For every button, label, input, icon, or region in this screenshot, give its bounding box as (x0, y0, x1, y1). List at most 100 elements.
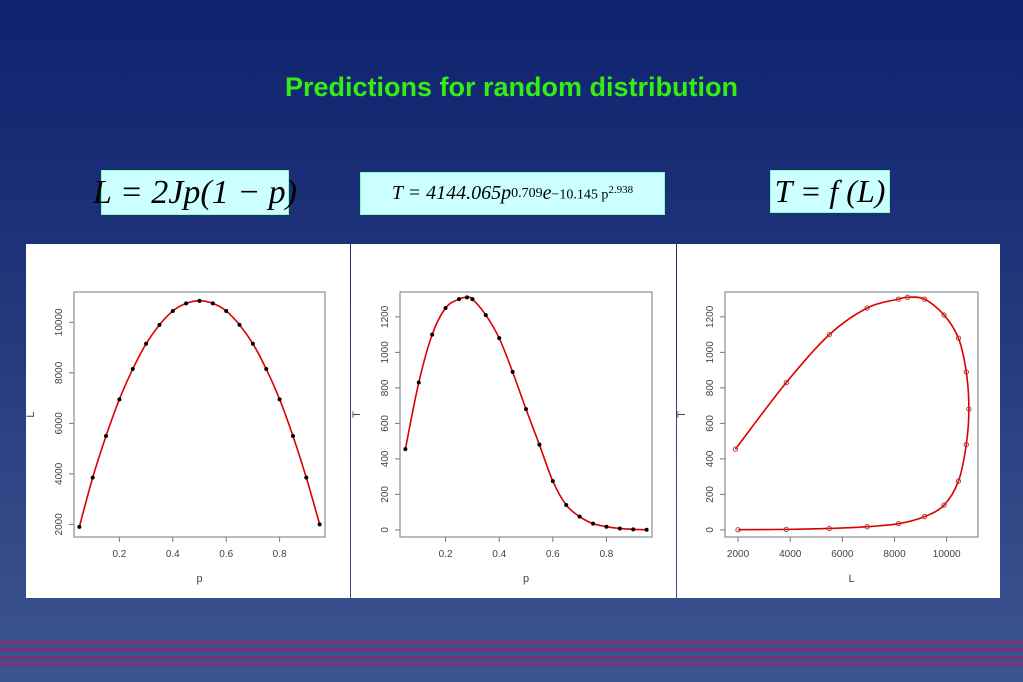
plot-panel-T-vs-p (351, 244, 676, 598)
data-point (644, 527, 649, 532)
data-point (170, 308, 175, 313)
data-point (470, 297, 475, 302)
data-point (403, 447, 408, 452)
x-tick-label: 2000 (727, 549, 750, 560)
data-point (591, 521, 596, 526)
data-point (210, 301, 215, 306)
x-tick-label: 0.8 (273, 549, 287, 560)
data-point (510, 369, 515, 374)
y-axis-label: T (351, 411, 363, 418)
y-tick-label: 1200 (380, 305, 391, 328)
data-point (963, 369, 969, 375)
data-point (144, 341, 149, 346)
x-axis-label: p (196, 573, 202, 585)
x-tick-label: 0.8 (599, 549, 613, 560)
data-point (617, 526, 622, 531)
data-point (443, 305, 448, 310)
data-point (483, 313, 488, 318)
x-tick-label: 4000 (779, 549, 802, 560)
formula-T-base: T = 4144.065p (391, 182, 512, 204)
x-tick-label: 8000 (883, 549, 906, 560)
formula-L: L = 2Jp(1 − p) (93, 170, 297, 215)
y-tick-label: 400 (705, 450, 716, 467)
y-axis-label: L (25, 411, 37, 417)
data-point (524, 407, 528, 412)
x-tick-label: 0.2 (112, 549, 126, 560)
fit-line (78, 300, 321, 528)
y-tick-label: 10000 (54, 308, 65, 336)
data-point (941, 312, 947, 318)
y-tick-label: 400 (380, 450, 391, 467)
y-tick-label: 600 (380, 415, 391, 432)
data-point (895, 296, 902, 302)
data-point (264, 367, 269, 372)
data-point (826, 331, 832, 338)
data-point (550, 479, 555, 484)
formula-T-exp2-text: −10.145 p (551, 187, 609, 203)
data-point (465, 295, 470, 300)
x-axis-label: p (523, 573, 529, 585)
formula-T-e: e (542, 182, 552, 204)
data-point (184, 301, 189, 306)
y-tick-label: 1000 (380, 341, 391, 364)
data-point (456, 297, 461, 302)
data-point (157, 322, 162, 327)
data-point (904, 294, 911, 300)
y-tick-label: 600 (705, 415, 716, 432)
data-point (955, 335, 962, 341)
formula-T-of-L: T = f (L) (770, 170, 890, 213)
x-tick-label: 10000 (933, 549, 961, 560)
data-point (104, 433, 109, 438)
x-tick-label: 0.4 (492, 549, 506, 560)
data-point (826, 525, 832, 532)
data-point (783, 379, 789, 386)
x-axis-label: L (848, 573, 854, 585)
formula-T-exp1: 0.709 (511, 185, 543, 201)
data-point (130, 367, 135, 372)
y-tick-label: 200 (705, 486, 716, 503)
data-point (277, 397, 282, 402)
data-point (735, 527, 741, 533)
data-point (864, 305, 870, 311)
x-tick-label: 0.4 (166, 549, 180, 560)
formula-T-exp3: 2.938 (608, 183, 634, 196)
data-point (224, 308, 229, 313)
data-point (604, 524, 609, 529)
chart-2: 0.2 0.4 0.6 0.8 0 200 400 600 800 1000 1200 p T (351, 291, 653, 585)
y-tick-label: 0 (705, 527, 716, 533)
data-point (864, 524, 870, 530)
x-tick-label: 0.6 (219, 549, 233, 560)
data-point (631, 527, 636, 532)
chart-1: 0.2 0.4 0.6 0.8 2000 4000 6000 8000 10000 p L (25, 291, 326, 585)
y-tick-label: 800 (705, 379, 716, 396)
y-tick-label: 8000 (54, 361, 65, 384)
data-point (921, 513, 928, 520)
chart-3: 2000 4000 6000 8000 10000 0 200 400 600 800 1000 12… (676, 291, 979, 585)
data-point (941, 502, 947, 508)
y-tick-label: 4000 (54, 462, 65, 485)
data-point (577, 514, 582, 519)
plot-panel-T-vs-L (677, 244, 1000, 598)
data-point (250, 341, 255, 346)
data-point (537, 442, 542, 447)
data-point (77, 524, 82, 529)
data-point (90, 475, 95, 480)
y-tick-label: 200 (380, 486, 391, 503)
data-point (317, 522, 322, 527)
decorative-rule (0, 641, 1023, 644)
decorative-rule (0, 648, 1023, 651)
slide-title: Predictions for random distribution (284, 72, 738, 102)
decorative-rule (0, 656, 1023, 659)
y-tick-label: 1000 (705, 341, 716, 364)
x-tick-label: 6000 (831, 549, 854, 560)
plot-frame (724, 291, 979, 538)
x-tick-label: 0.6 (546, 549, 560, 560)
formula-T: T = 4144.065p 0.709 e −10.145 p2.938 (360, 172, 665, 215)
y-tick-label: 0 (380, 527, 391, 533)
data-point (921, 296, 928, 302)
formula-T-exp2: −10.145 p2.938 (552, 184, 634, 204)
fit-line (404, 296, 647, 531)
y-tick-label: 6000 (54, 412, 65, 435)
data-point (197, 298, 202, 303)
data-point (895, 521, 902, 527)
